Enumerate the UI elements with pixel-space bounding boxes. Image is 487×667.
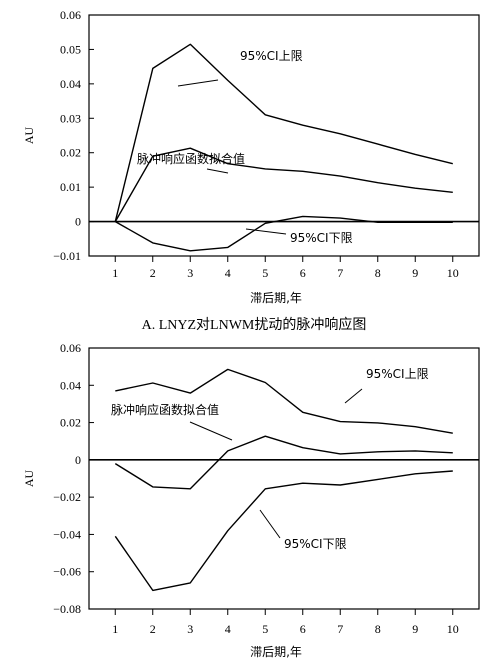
y-tick-label: 0.06 [60,8,81,22]
x-tick-label: 1 [112,266,118,280]
x-tick-label: 1 [112,622,118,636]
y-tick-label: 0 [75,453,81,467]
y-tick-label: −0.06 [53,565,81,579]
y-tick-label: 0 [75,215,81,229]
series-line-0 [115,368,453,434]
y-axis-title: AU [22,470,36,488]
y-tick-label: 0.06 [60,341,81,355]
series-line-2 [114,215,453,252]
x-tick-label: 6 [300,266,306,280]
series-line-2 [114,470,453,592]
y-tick-label: 0.02 [60,146,81,160]
plot-frame [88,347,480,610]
series-annotation: 脉冲响应函数拟合值 [137,151,245,166]
x-axis-title: 滞后期,年 [250,291,302,305]
y-tick-label: 0.04 [60,77,81,91]
x-axis-title: 滞后期,年 [250,645,302,659]
y-tick-label: 0.01 [60,180,81,194]
series-annotation: 95%CI上限 [240,49,303,63]
y-axis-title: AU [22,127,36,145]
panel-a: −0.01 0 0.01 0.02 0.03 0.04 0.05 0.06 1 2 3 4 5 6 7 8 9 1… [22,8,480,333]
y-tick-label: 0.04 [60,378,81,392]
annotation-leader [344,388,363,404]
annotation-leader [259,509,281,539]
series-annotation: 95%CI下限 [284,537,347,551]
annotation-leader [189,421,233,441]
x-tick-label: 7 [337,622,343,636]
x-tick-label: 2 [150,622,156,636]
x-tick-label: 5 [262,622,268,636]
x-tick-label: 4 [225,622,231,636]
y-tick-label: −0.02 [53,490,81,504]
panel-b: −0.08 −0.06 −0.04 −0.02 0 0.02 0.04 0.06 1 2 3 4 5 6 7… [22,341,480,659]
x-tick-label: 2 [150,266,156,280]
x-tick-label: 8 [375,622,381,636]
y-tick-label: −0.01 [53,249,81,263]
annotation-leader [206,168,229,174]
series-line-1 [114,147,453,222]
x-tick-label: 4 [225,266,231,280]
y-tick-label: −0.04 [53,527,81,541]
annotation-leader [177,79,219,87]
x-tick-label: 3 [187,622,193,636]
plot-frame [88,14,480,257]
series-annotation: 95%CI下限 [290,231,353,245]
x-tick-label: 6 [300,622,306,636]
annotation-leader [245,228,287,235]
x-tick-label: 3 [187,266,193,280]
x-tick-label: 10 [447,622,459,636]
y-tick-label: 0.05 [60,42,81,56]
panel-caption: A. LNYZ对LNWM扰动的脉冲响应图 [142,316,367,333]
x-tick-label: 10 [447,266,459,280]
x-tick-label: 9 [412,266,418,280]
y-tick-label: −0.08 [53,602,81,616]
series-line-0 [114,43,453,222]
y-tick-label: 0.02 [60,416,81,430]
x-tick-label: 8 [375,266,381,280]
series-line-1 [114,435,453,490]
series-annotation: 95%CI上限 [366,367,429,381]
x-tick-label: 5 [262,266,268,280]
x-tick-label: 7 [337,266,343,280]
series-annotation: 脉冲响应函数拟合值 [111,402,219,417]
x-tick-label: 9 [412,622,418,636]
y-tick-label: 0.03 [60,111,81,125]
